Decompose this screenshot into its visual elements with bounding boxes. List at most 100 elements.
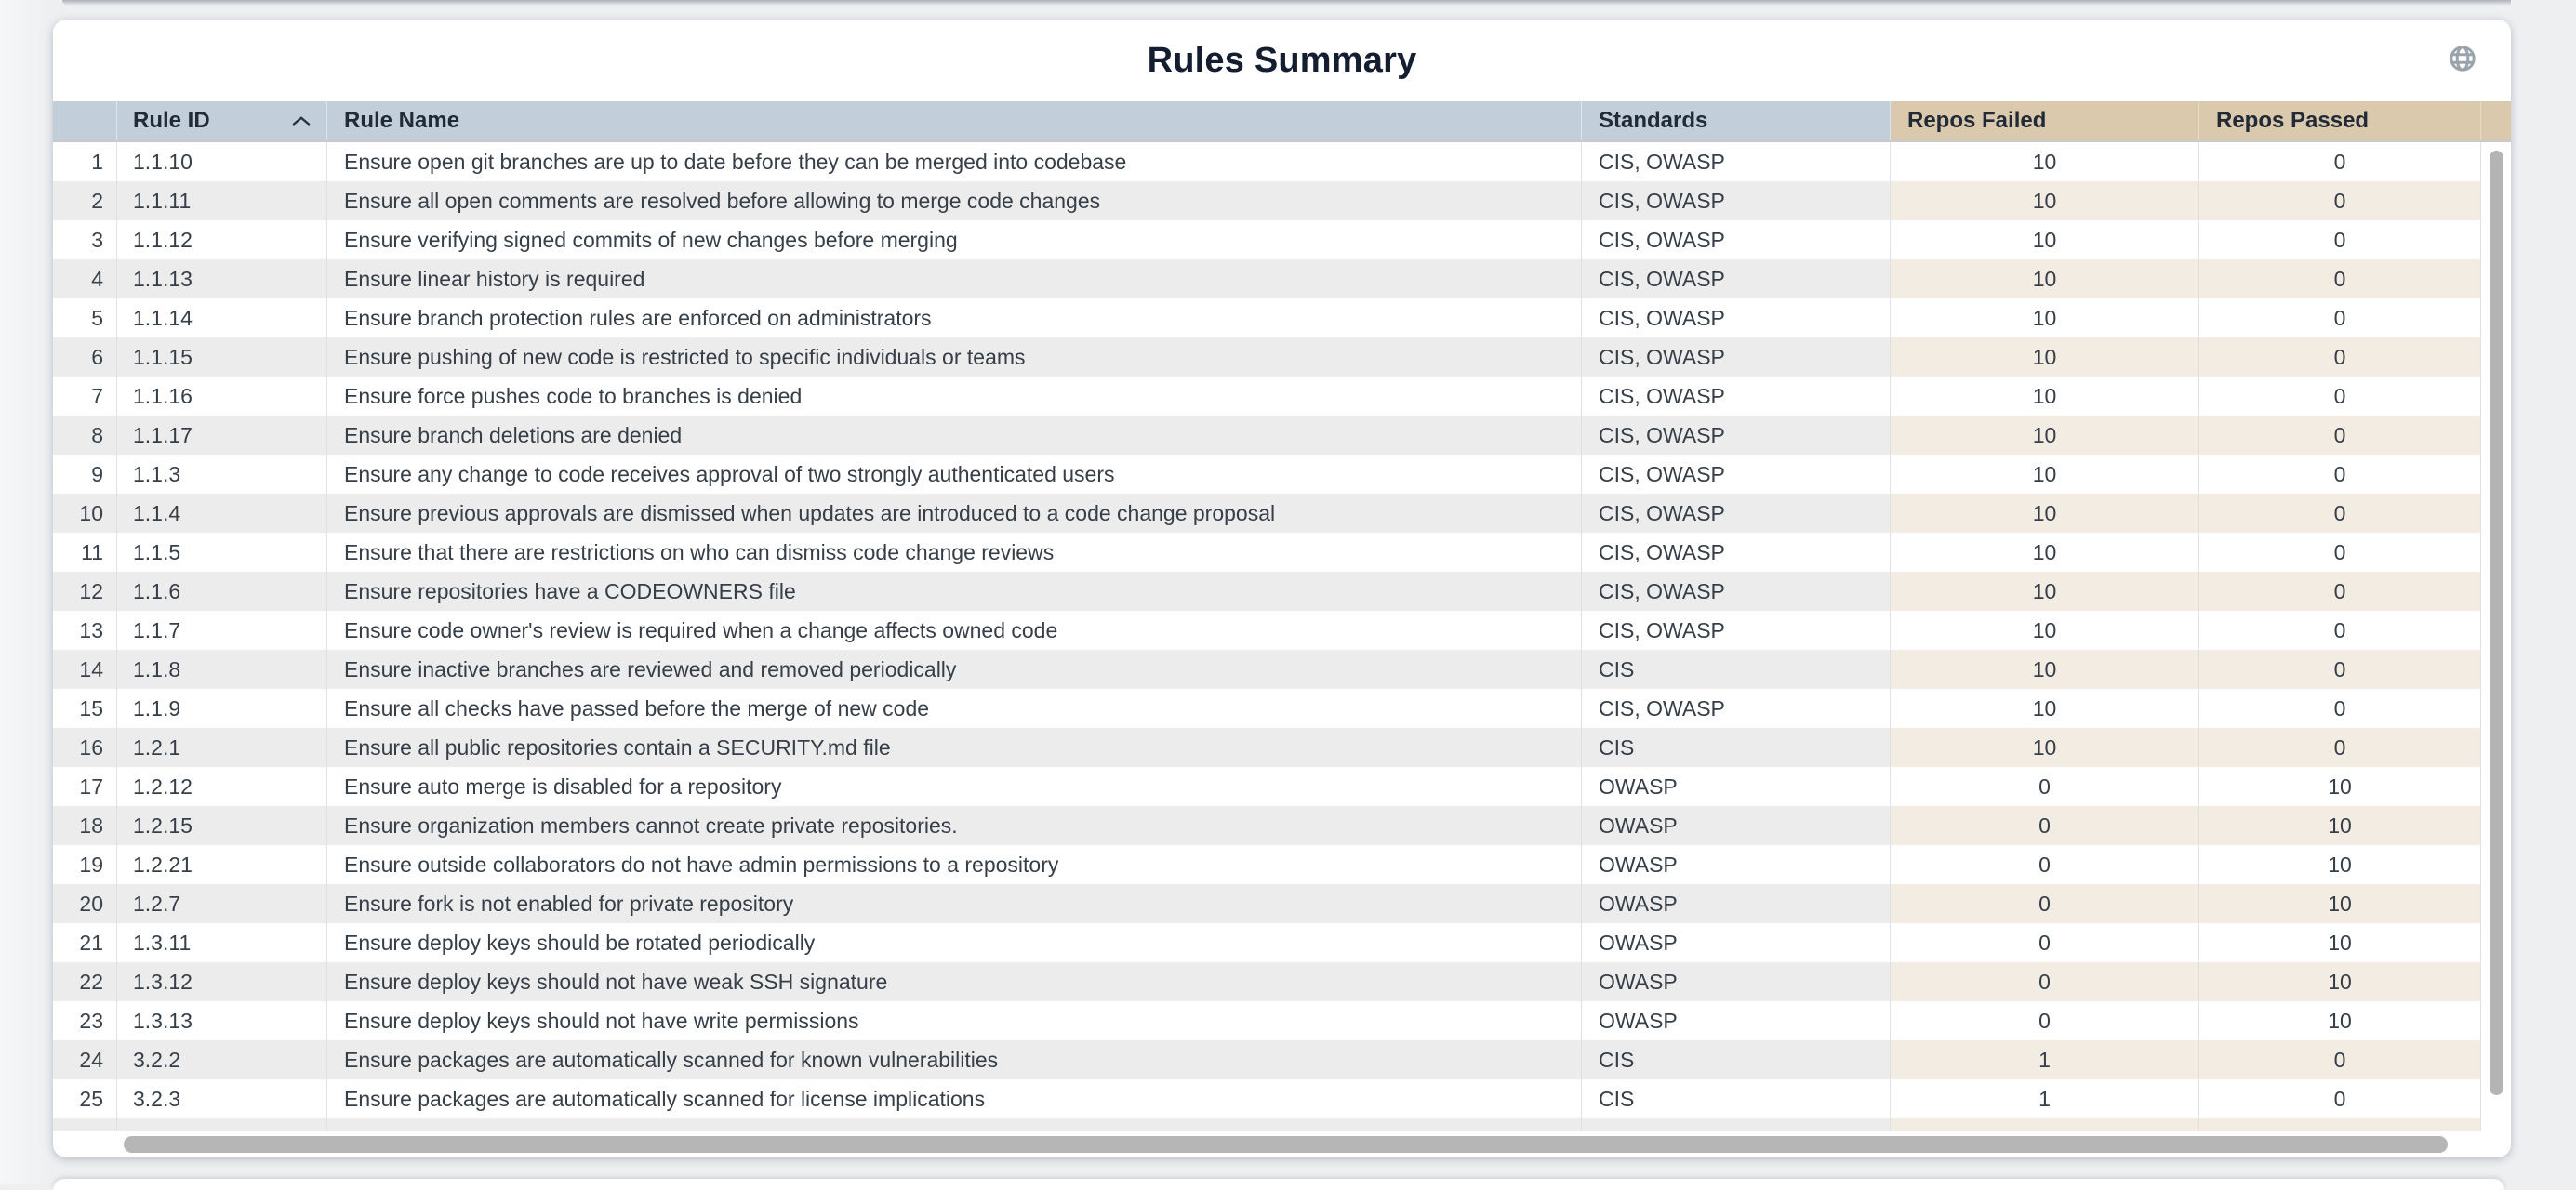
- row-index-cell: 25: [53, 1079, 117, 1118]
- repos-passed-cell: 0: [2199, 689, 2481, 728]
- column-header-standards[interactable]: Standards: [1582, 101, 1891, 140]
- repos-failed-cell: 1: [1891, 1040, 2199, 1079]
- globe-icon[interactable]: [2447, 43, 2478, 74]
- repos-failed-cell: 0: [1891, 845, 2199, 884]
- standards-cell: CIS, OWASP: [1582, 259, 1891, 298]
- repos-failed-cell: 10: [1891, 494, 2199, 533]
- standards-cell: CIS: [1582, 1040, 1891, 1079]
- repos-failed-cell: 10: [1891, 259, 2199, 298]
- rule-name-cell: Ensure branch protection rules are enfor…: [327, 298, 1582, 337]
- table-row[interactable]: 17 1.2.12 Ensure auto merge is disabled fo…: [53, 767, 2511, 806]
- repos-passed-cell: 10: [2199, 806, 2481, 845]
- repos-failed-cell: 10: [1891, 572, 2199, 611]
- repos-failed-cell: 10: [1891, 728, 2199, 767]
- repos-passed-cell: 10: [2199, 845, 2481, 884]
- rule-name-cell: Ensure verifying signed commits of new c…: [327, 220, 1582, 259]
- rule-id-cell: 1.1.6: [117, 572, 327, 611]
- table-row[interactable]: 19 1.2.21 Ensure outside collaborators do …: [53, 845, 2511, 884]
- standards-cell: CIS, OWASP: [1582, 220, 1891, 259]
- rules-summary-card: Rules Summary Rule ID Rul: [53, 20, 2511, 1157]
- table-row[interactable]: 1 1.1.10 Ensure open git branches are up t…: [53, 142, 2511, 181]
- table-row[interactable]: 9 1.1.3 Ensure any change to code receives…: [53, 455, 2511, 494]
- column-header-repos-failed[interactable]: Repos Failed: [1891, 101, 2199, 140]
- column-header-rule-name[interactable]: Rule Name: [327, 101, 1582, 140]
- horizontal-scrollbar[interactable]: [124, 1136, 2448, 1153]
- rule-id-cell: 1.1.11: [117, 181, 327, 220]
- rule-name-cell: Ensure all open comments are resolved be…: [327, 181, 1582, 220]
- rule-id-cell: 1.2.15: [117, 806, 327, 845]
- row-index-cell: 1: [53, 142, 117, 181]
- repos-passed-cell: 0: [2199, 377, 2481, 416]
- row-index-cell: 3: [53, 220, 117, 259]
- row-index-cell: 2: [53, 181, 117, 220]
- rule-name-cell: Ensure that there are restrictions on wh…: [327, 533, 1582, 572]
- table-row[interactable]: 24 3.2.2 Ensure packages are automatically…: [53, 1040, 2511, 1079]
- card-header: Rules Summary: [53, 20, 2511, 101]
- standards-cell: [1582, 1118, 1891, 1130]
- table-row[interactable]: 5 1.1.14 Ensure branch protection rules ar…: [53, 298, 2511, 337]
- repos-passed-cell: [2199, 1118, 2481, 1130]
- row-index-cell: 13: [53, 611, 117, 650]
- table-row[interactable]: 10 1.1.4 Ensure previous approvals are dis…: [53, 494, 2511, 533]
- rule-name-cell: Ensure branch deletions are denied: [327, 416, 1582, 455]
- table-row[interactable]: 8 1.1.17 Ensure branch deletions are denie…: [53, 416, 2511, 455]
- repos-failed-cell: 10: [1891, 298, 2199, 337]
- standards-cell: OWASP: [1582, 1001, 1891, 1040]
- repos-passed-cell: 0: [2199, 298, 2481, 337]
- table-row[interactable]: 2 1.1.11 Ensure all open comments are reso…: [53, 181, 2511, 220]
- rule-id-cell: 1.1.9: [117, 689, 327, 728]
- table-row[interactable]: 23 1.3.13 Ensure deploy keys should not ha…: [53, 1001, 2511, 1040]
- repos-passed-cell: 0: [2199, 494, 2481, 533]
- rule-name-cell: Ensure auto merge is disabled for a repo…: [327, 767, 1582, 806]
- rule-name-cell: Ensure linear history is required: [327, 259, 1582, 298]
- table-row[interactable]: 18 1.2.15 Ensure organization members cann…: [53, 806, 2511, 845]
- table-row[interactable]: 4 1.1.13 Ensure linear history is required…: [53, 259, 2511, 298]
- offscreen-card-shadow: [62, 0, 2511, 6]
- repos-failed-cell: 0: [1891, 962, 2199, 1001]
- table-row[interactable]: 22 1.3.12 Ensure deploy keys should not ha…: [53, 962, 2511, 1001]
- table-row[interactable]: 25 3.2.3 Ensure packages are automatically…: [53, 1079, 2511, 1118]
- repos-passed-cell: 10: [2199, 767, 2481, 806]
- table-row[interactable]: 14 1.1.8 Ensure inactive branches are revi…: [53, 650, 2511, 689]
- rule-id-cell: 1.2.7: [117, 884, 327, 923]
- repos-failed-cell: 0: [1891, 884, 2199, 923]
- rule-id-cell: 1.1.16: [117, 377, 327, 416]
- standards-cell: OWASP: [1582, 806, 1891, 845]
- repos-failed-cell: 10: [1891, 337, 2199, 377]
- table-row[interactable]: 6 1.1.15 Ensure pushing of new code is res…: [53, 337, 2511, 377]
- table-row[interactable]: 7 1.1.16 Ensure force pushes code to branc…: [53, 377, 2511, 416]
- repos-passed-cell: 0: [2199, 611, 2481, 650]
- repos-failed-cell: 10: [1891, 377, 2199, 416]
- rule-id-cell: 1.1.13: [117, 259, 327, 298]
- table-row[interactable]: 11 1.1.5 Ensure that there are restriction…: [53, 533, 2511, 572]
- row-index-cell: 18: [53, 806, 117, 845]
- column-header-rule-id[interactable]: Rule ID: [117, 101, 327, 140]
- table-row[interactable]: 15 1.1.9 Ensure all checks have passed bef…: [53, 689, 2511, 728]
- repos-passed-cell: 0: [2199, 728, 2481, 767]
- rule-name-cell: Ensure previous approvals are dismissed …: [327, 494, 1582, 533]
- table-row[interactable]: 16 1.2.1 Ensure all public repositories co…: [53, 728, 2511, 767]
- rule-name-cell: [327, 1118, 1582, 1130]
- table-row[interactable]: 12 1.1.6 Ensure repositories have a CODEOW…: [53, 572, 2511, 611]
- vertical-scrollbar[interactable]: [2490, 151, 2503, 1095]
- table-row-partial: [53, 1118, 2511, 1130]
- repos-passed-cell: 0: [2199, 533, 2481, 572]
- repos-failed-cell: 10: [1891, 689, 2199, 728]
- rule-name-cell: Ensure deploy keys should not have weak …: [327, 962, 1582, 1001]
- row-index-cell: [53, 1118, 117, 1130]
- column-header-repos-passed[interactable]: Repos Passed: [2199, 101, 2481, 140]
- rule-name-cell: Ensure all public repositories contain a…: [327, 728, 1582, 767]
- rule-id-cell: 1.1.17: [117, 416, 327, 455]
- repos-failed-cell: 1: [1891, 1079, 2199, 1118]
- rule-id-cell: 1.1.7: [117, 611, 327, 650]
- table-row[interactable]: 3 1.1.12 Ensure verifying signed commits o…: [53, 220, 2511, 259]
- standards-cell: CIS, OWASP: [1582, 142, 1891, 181]
- table-row[interactable]: 20 1.2.7 Ensure fork is not enabled for pr…: [53, 884, 2511, 923]
- rule-id-cell: 1.2.1: [117, 728, 327, 767]
- table-row[interactable]: 21 1.3.11 Ensure deploy keys should be rot…: [53, 923, 2511, 962]
- repos-failed-cell: 10: [1891, 220, 2199, 259]
- table-row[interactable]: 13 1.1.7 Ensure code owner's review is req…: [53, 611, 2511, 650]
- standards-cell: OWASP: [1582, 845, 1891, 884]
- rule-name-cell: Ensure outside collaborators do not have…: [327, 845, 1582, 884]
